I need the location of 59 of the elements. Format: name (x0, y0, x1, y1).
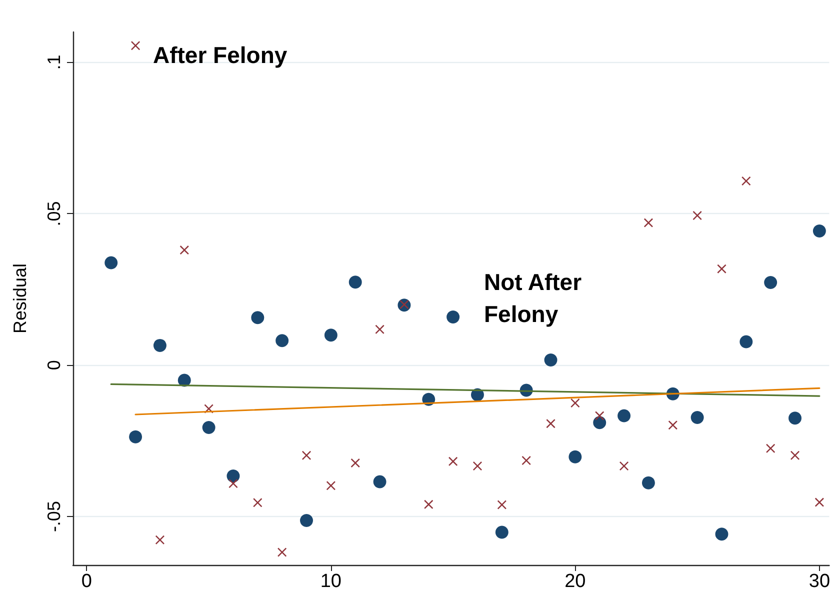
point (251, 311, 264, 324)
point (373, 475, 386, 488)
point (764, 276, 778, 289)
point (424, 500, 434, 509)
annotation: After Felony (153, 42, 288, 68)
point (226, 469, 240, 482)
point (276, 334, 289, 348)
point (740, 335, 753, 348)
point (788, 412, 802, 425)
point (568, 450, 582, 464)
point (644, 218, 653, 228)
point (690, 411, 704, 424)
point (375, 324, 384, 334)
point (595, 411, 604, 420)
point (742, 176, 751, 186)
point (692, 211, 702, 220)
point (570, 398, 580, 408)
y-tick-label: -.05 (44, 501, 64, 532)
point (326, 481, 336, 490)
point (544, 353, 558, 366)
point (790, 450, 800, 460)
point (348, 276, 362, 289)
x-tick-label: 20 (564, 571, 586, 592)
point (302, 450, 312, 460)
point (766, 444, 776, 453)
point (129, 430, 142, 444)
point (814, 498, 824, 507)
x-tick-label: 10 (320, 571, 342, 592)
x-tick-label: 30 (808, 571, 830, 592)
point (668, 420, 678, 430)
point (278, 548, 287, 557)
y-tick-label: .05 (44, 201, 64, 226)
point (593, 416, 606, 430)
annotation: Not After Felony (484, 269, 582, 327)
point (642, 476, 655, 490)
y-tick-label: .1 (44, 54, 64, 70)
y-tick-label: 0 (44, 360, 64, 370)
point (522, 456, 531, 466)
point (497, 500, 506, 510)
point (104, 256, 118, 270)
point (202, 421, 216, 434)
point (155, 535, 164, 544)
point (812, 224, 826, 238)
point (180, 246, 189, 255)
point (324, 328, 338, 342)
point (228, 479, 238, 488)
point (350, 458, 360, 468)
point (131, 41, 140, 50)
point (715, 528, 728, 541)
point (300, 514, 314, 527)
point (446, 310, 460, 324)
point (546, 419, 556, 428)
point (495, 526, 508, 539)
x-tick-label: 0 (81, 571, 92, 592)
point (253, 498, 262, 508)
y-axis-title: Residual (10, 263, 30, 334)
point (618, 409, 631, 422)
point (153, 338, 166, 352)
point (448, 456, 458, 466)
